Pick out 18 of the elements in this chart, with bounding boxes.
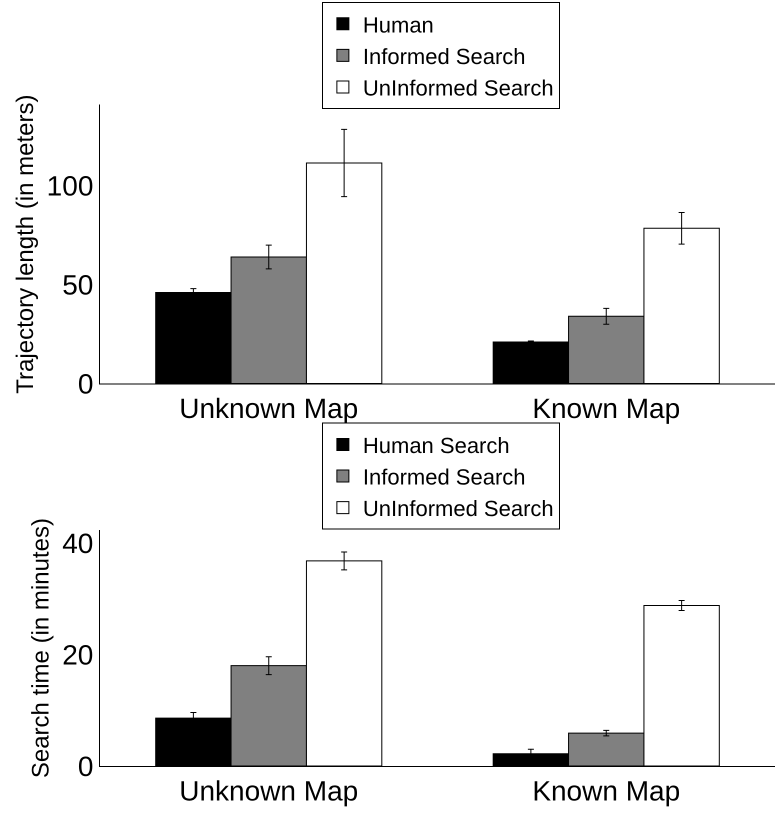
legend-label: Human Search <box>362 433 510 458</box>
x-tick-label: Unknown Map <box>179 776 358 807</box>
x-tick-label: Unknown Map <box>179 393 358 424</box>
legend-label: UnInformed Search <box>362 496 554 522</box>
legend-label: UnInformed Search <box>362 76 554 101</box>
legend-label: Informed Search <box>362 44 526 69</box>
y-tick-label: 0 <box>78 368 94 400</box>
x-tick-label: Known Map <box>532 776 680 807</box>
y-tick-label: 20 <box>62 639 94 670</box>
y-tick-label: 0 <box>78 750 94 782</box>
y-tick-label: 50 <box>62 269 94 300</box>
legend-label: Human <box>362 12 434 38</box>
y-tick-label: 40 <box>62 528 94 559</box>
y-tick-label: 100 <box>46 170 94 202</box>
x-tick-label: Known Map <box>532 393 680 424</box>
legend-label: Informed Search <box>362 464 526 490</box>
y-axis-title: Trajectory length (in meters) <box>12 94 39 394</box>
y-axis-title: Search time (in minutes) <box>27 518 54 778</box>
